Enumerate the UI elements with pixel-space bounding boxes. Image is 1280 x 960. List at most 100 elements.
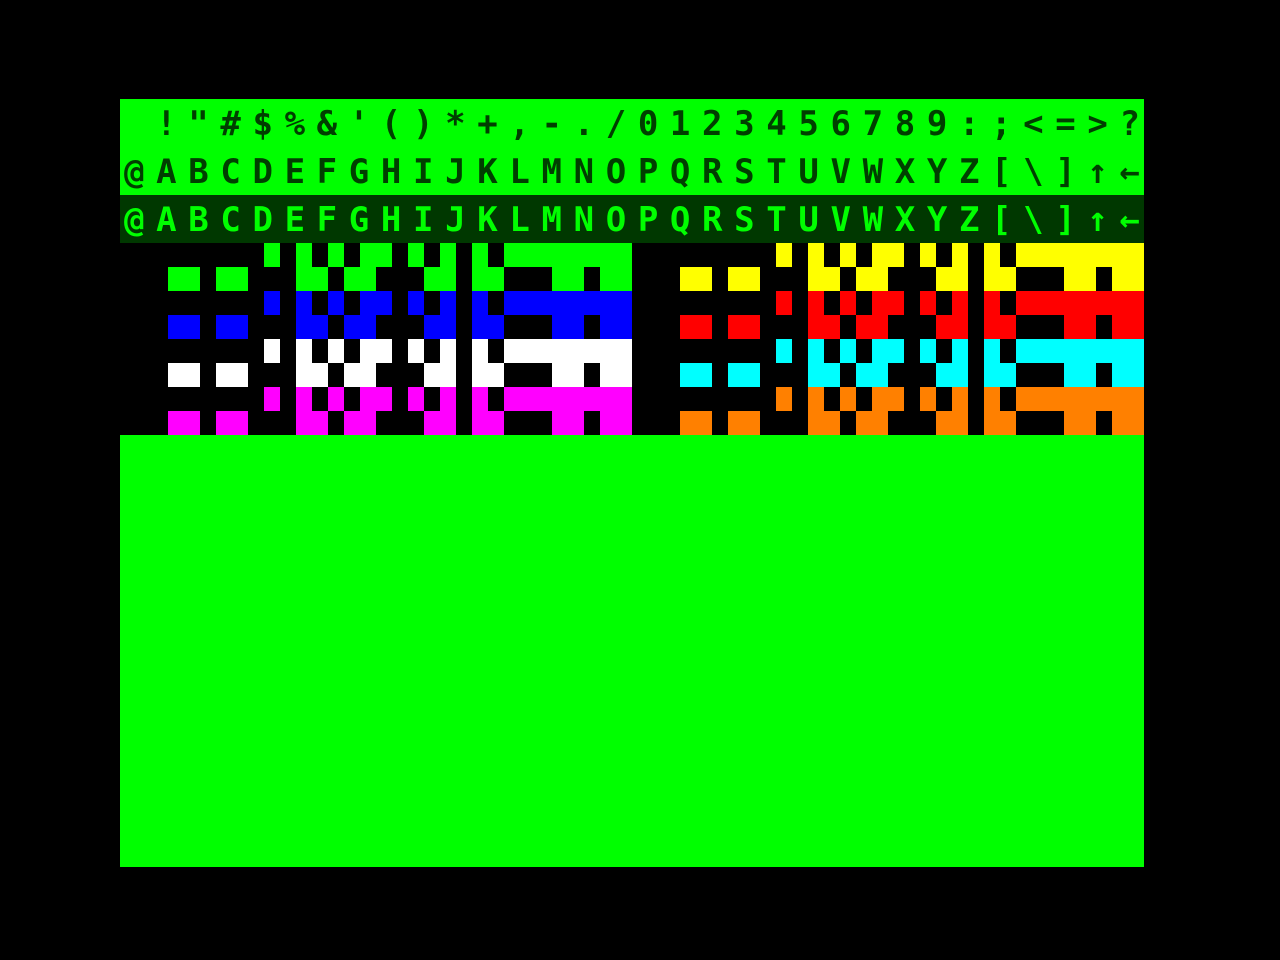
semigraphic-block: [1000, 411, 1016, 435]
semigraphic-block: [232, 267, 248, 291]
semigraphic-block: [1000, 315, 1016, 339]
semigraphic-block: [952, 339, 968, 363]
semigraphic-block: [616, 243, 632, 267]
semigraphic-block: [1048, 339, 1064, 363]
semigraphic-block: [744, 267, 760, 291]
semigraphic-block: [952, 267, 968, 291]
semigraphic-block: [440, 315, 456, 339]
semigraphic-block: [616, 267, 632, 291]
semigraphic-block: [184, 411, 200, 435]
semigraphic-block: [504, 387, 520, 411]
semigraphic-block: [1048, 387, 1064, 411]
semigraphic-block: [600, 411, 616, 435]
semigraphic-block: [328, 387, 344, 411]
semigraphic-block: [584, 243, 600, 267]
semigraphic-block: [952, 387, 968, 411]
semigraphic-block: [536, 291, 552, 315]
semigraphic-block: [440, 243, 456, 267]
semigraphic-block: [296, 267, 312, 291]
semigraphic-block: [1112, 363, 1128, 387]
semigraphic-block: [680, 363, 696, 387]
semigraphic-block: [1080, 363, 1096, 387]
semigraphic-block: [984, 315, 1000, 339]
semigraphic-block: [888, 243, 904, 267]
semigraphic-block: [296, 339, 312, 363]
semigraphic-block: [696, 411, 712, 435]
semigraphic-block: [936, 363, 952, 387]
semigraphic-block: [856, 315, 872, 339]
semigraphic-block: [600, 291, 616, 315]
semigraphic-block: [504, 339, 520, 363]
semigraphic-block: [552, 291, 568, 315]
semigraphic-block: [808, 267, 824, 291]
semigraphic-block: [776, 339, 792, 363]
semigraphic-block: [376, 291, 392, 315]
semigraphic-block: [360, 339, 376, 363]
semigraphic-block: [616, 363, 632, 387]
semigraphic-block: [1016, 387, 1032, 411]
semigraphic-block: [696, 315, 712, 339]
semigraphic-block: [360, 315, 376, 339]
semigraphic-block: [264, 387, 280, 411]
semigraphic-block: [1128, 363, 1144, 387]
semigraphic-block: [584, 339, 600, 363]
semigraphic-block: [584, 291, 600, 315]
semigraphic-block: [568, 267, 584, 291]
semigraphic-block: [424, 267, 440, 291]
semigraphic-block: [920, 243, 936, 267]
semigraphic-block: [1080, 243, 1096, 267]
semigraphic-block: [888, 291, 904, 315]
semigraphic-block: [936, 267, 952, 291]
semigraphic-block: [1080, 387, 1096, 411]
semigraphic-block: [952, 243, 968, 267]
semigraphic-block: [600, 315, 616, 339]
semigraphic-block: [296, 315, 312, 339]
semigraphic-block: [520, 243, 536, 267]
semigraphic-block: [312, 267, 328, 291]
semigraphic-block: [936, 411, 952, 435]
semigraphic-block: [600, 387, 616, 411]
semigraphic-block: [184, 267, 200, 291]
semigraphic-block: [1080, 411, 1096, 435]
semigraphic-block: [552, 267, 568, 291]
semigraphic-block: [1096, 243, 1112, 267]
semigraphic-block: [472, 411, 488, 435]
semigraphic-block: [1112, 291, 1128, 315]
semigraphic-block: [744, 315, 760, 339]
semigraphic-block: [600, 267, 616, 291]
semigraphic-block: [376, 387, 392, 411]
semigraphic-block: [840, 243, 856, 267]
semigraphic-block: [872, 267, 888, 291]
semigraphic-block: [744, 411, 760, 435]
semigraphic-block: [376, 339, 392, 363]
semigraphic-block: [344, 267, 360, 291]
semigraphic-block: [1064, 315, 1080, 339]
semigraphic-block: [1080, 339, 1096, 363]
semigraphic-block: [952, 363, 968, 387]
semigraphic-block: [552, 243, 568, 267]
semigraphic-block: [296, 291, 312, 315]
semigraphic-block: [360, 291, 376, 315]
semigraphic-block: [168, 411, 184, 435]
semigraphic-block: [296, 243, 312, 267]
semigraphic-block: [360, 267, 376, 291]
semigraphic-block: [232, 411, 248, 435]
semigraphic-block: [1000, 363, 1016, 387]
semigraphic-block: [408, 243, 424, 267]
semigraphic-block: [1112, 243, 1128, 267]
semigraphic-block: [1128, 339, 1144, 363]
semigraphic-block: [1032, 291, 1048, 315]
semigraphic-block: [264, 291, 280, 315]
semigraphic-block: [360, 363, 376, 387]
semigraphic-block: [168, 315, 184, 339]
semigraphic-block: [1112, 315, 1128, 339]
semigraphic-block: [216, 411, 232, 435]
semigraphic-block: [616, 339, 632, 363]
semigraphic-block: [504, 291, 520, 315]
semigraphic-block: [856, 363, 872, 387]
semigraphic-block: [472, 339, 488, 363]
semigraphic-block: [984, 267, 1000, 291]
semigraphic-block: [984, 339, 1000, 363]
semigraphic-block: [552, 315, 568, 339]
